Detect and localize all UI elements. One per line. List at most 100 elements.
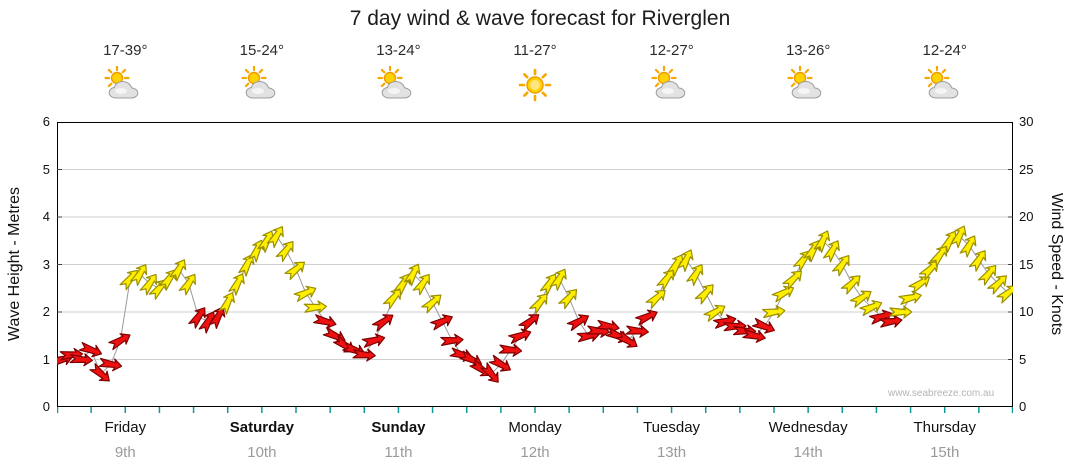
wind-arrow: [275, 241, 294, 263]
sun-cloud-graphic: [241, 65, 276, 99]
wind-arrow: [677, 249, 694, 273]
wind-wave-chart: [49, 122, 1018, 419]
wind-arrow: [238, 254, 255, 277]
wind-arrow: [918, 261, 939, 281]
wind-arrow: [656, 269, 674, 291]
wind-arrow: [284, 261, 306, 281]
wind-arrow: [352, 348, 376, 362]
wind-arrow: [751, 317, 775, 334]
wind-arrow: [69, 353, 93, 367]
day-date-label: 15th: [930, 444, 960, 461]
wind-arrow: [831, 255, 850, 277]
day-date-label: 13th: [656, 444, 687, 461]
wind-arrow: [898, 290, 922, 305]
wind-axis-label: Wind Speed - Knots: [1048, 192, 1065, 336]
wind-arrow: [615, 330, 638, 348]
wind-arrow: [566, 314, 590, 332]
wave-tick-label: 0: [42, 399, 50, 414]
wind-arrow: [228, 273, 245, 296]
day-date-label: 11th: [384, 444, 413, 461]
sun-cloud-graphic: [104, 65, 139, 99]
wave-tick-label: 6: [42, 114, 50, 129]
wind-arrow: [313, 314, 337, 329]
sun-cloud-graphic: [787, 65, 822, 99]
wind-arrow: [440, 333, 464, 347]
wind-arrow: [625, 324, 649, 338]
temp-range-label: 12-27°: [649, 42, 694, 59]
forecast-chart-svg: [49, 122, 1018, 413]
wind-arrow: [558, 289, 578, 310]
wind-arrow: [686, 264, 704, 287]
day-name-label: Monday: [508, 419, 562, 436]
wind-arrow: [371, 314, 394, 332]
sun-cloud-icon: [785, 65, 831, 104]
wind-tick-label: 5: [1019, 351, 1027, 367]
day-name-label: Tuesday: [643, 419, 701, 436]
wind-arrow: [813, 230, 831, 254]
wind-arrow: [488, 354, 512, 372]
wave-tick-label: 5: [42, 161, 50, 177]
wind-arrow: [840, 275, 861, 295]
wind-arrow: [218, 292, 236, 315]
wind-arrow: [987, 275, 1007, 295]
wind-arrow: [108, 333, 131, 351]
wind-arrow: [208, 306, 226, 329]
wind-arrow: [130, 264, 148, 287]
wind-arrow: [908, 276, 931, 294]
wind-arrow: [694, 284, 714, 305]
wind-arrow: [529, 293, 548, 315]
wind-arrow: [480, 362, 499, 383]
wind-arrow: [361, 333, 386, 348]
sun-icon: [512, 66, 558, 104]
wind-arrow: [879, 314, 903, 328]
wind-arrow: [188, 307, 206, 329]
wind-arrow: [929, 245, 948, 267]
wind-tick-label: 10: [1019, 304, 1034, 319]
wind-arrow: [742, 329, 766, 343]
sun-cloud-graphic: [377, 65, 412, 99]
wind-arrow: [959, 235, 977, 258]
wind-arrow: [403, 263, 421, 287]
wind-arrow: [303, 300, 328, 314]
wind-arrow: [98, 357, 123, 372]
wind-arrow: [382, 288, 402, 310]
day-name-label: Thursday: [913, 419, 976, 436]
temp-range-label: 15-24°: [239, 42, 285, 59]
wind-arrow: [178, 273, 196, 296]
wind-arrow: [430, 314, 453, 331]
wind-arrow: [89, 363, 110, 382]
wave-tick-label: 2: [42, 304, 50, 319]
wind-arrow: [421, 294, 442, 314]
temp-range-label: 13-26°: [785, 42, 831, 59]
sun-cloud-icon: [239, 65, 285, 104]
day-name-label: Friday: [104, 419, 147, 436]
wind-arrow: [266, 226, 284, 249]
wind-tick-label: 25: [1019, 161, 1034, 177]
sun-graphic: [518, 68, 552, 102]
wind-arrow: [139, 273, 157, 296]
day-name-label: Saturday: [229, 419, 294, 436]
wind-arrow: [782, 270, 803, 290]
wind-arrow: [78, 341, 103, 358]
wind-arrow: [293, 285, 317, 302]
wind-tick-label: 0: [1019, 399, 1027, 414]
wind-arrow: [549, 268, 567, 291]
wind-arrow: [968, 250, 987, 272]
wave-tick-label: 1: [42, 351, 50, 367]
wave-axis-label: Wave Height - Metres: [6, 186, 23, 342]
wind-arrow: [498, 343, 523, 357]
temp-range-label: 12-24°: [922, 42, 967, 59]
wind-arrow: [849, 290, 872, 308]
wind-arrow: [859, 299, 883, 317]
wind-arrow: [645, 289, 666, 309]
wind-arrow: [169, 259, 187, 282]
wind-arrow: [822, 240, 840, 263]
temp-range-label: 11-27°: [513, 42, 557, 59]
wind-tick-label: 15: [1019, 256, 1034, 272]
sun-cloud-icon: [375, 65, 421, 104]
watermark: www.seabreeze.com.au: [888, 388, 995, 399]
sun-cloud-graphic: [924, 65, 959, 99]
wind-arrow: [889, 305, 913, 319]
wave-tick-label: 4: [42, 209, 50, 224]
